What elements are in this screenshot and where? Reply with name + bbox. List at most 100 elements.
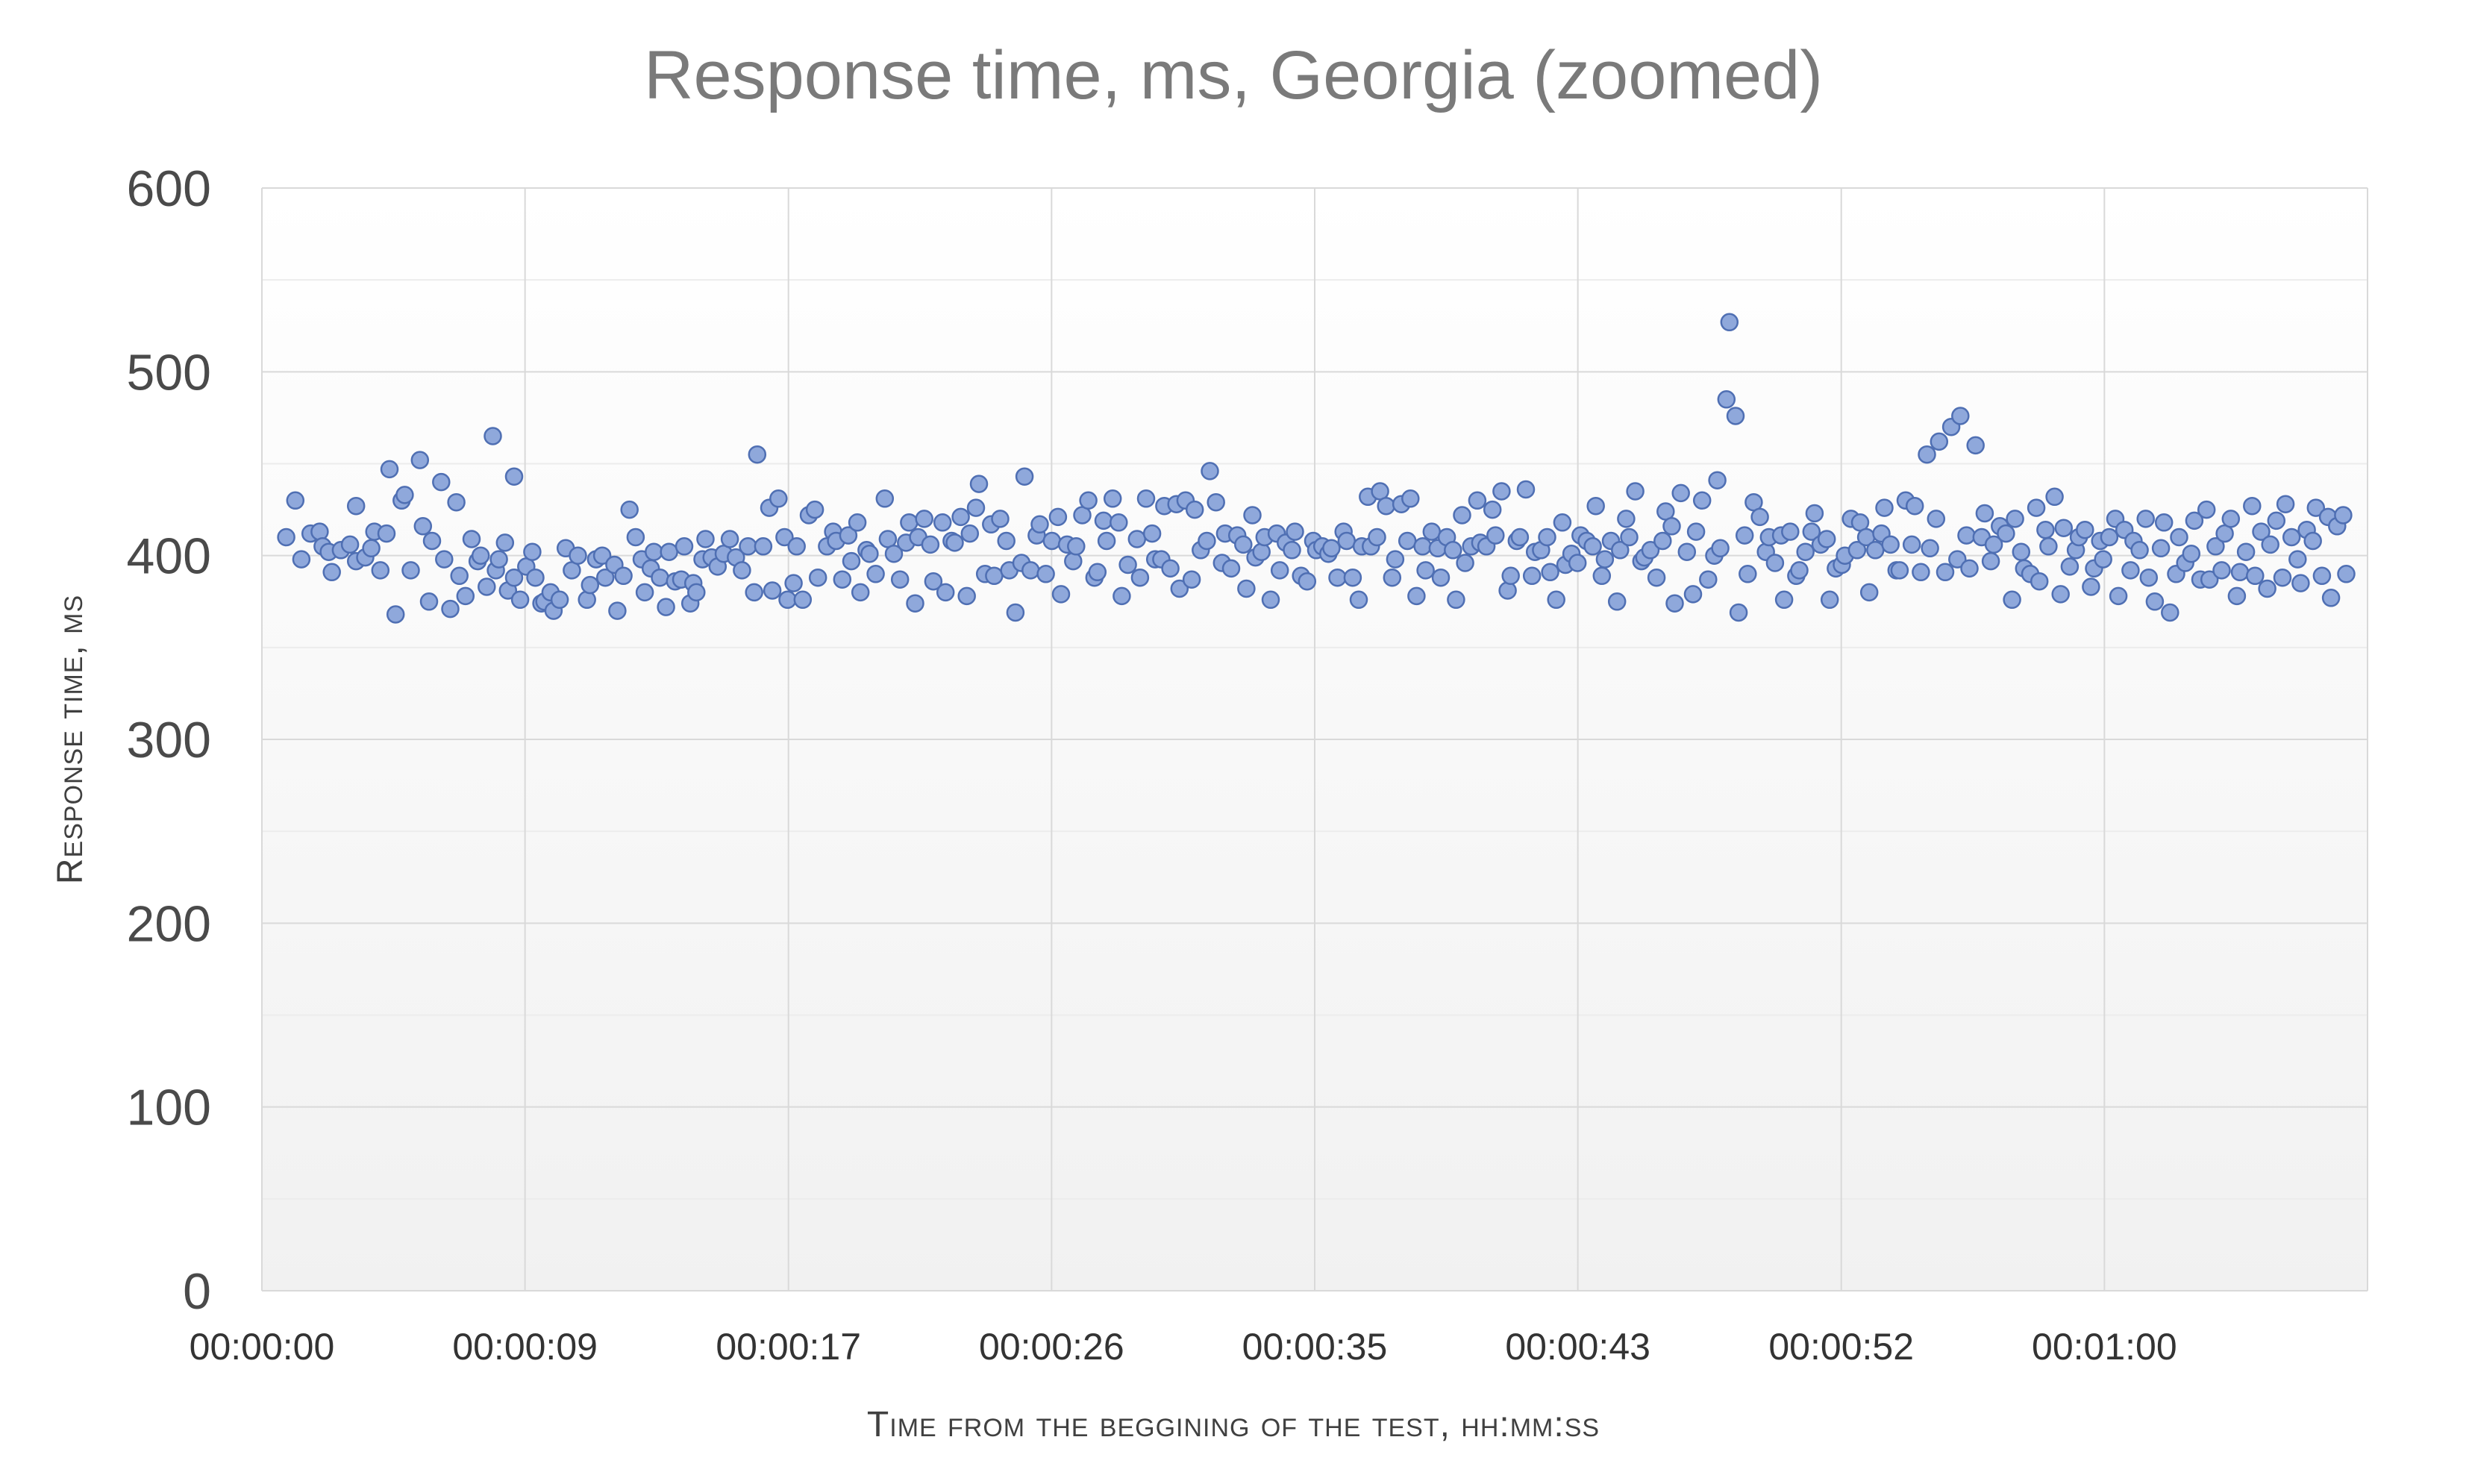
data-point	[1030, 515, 1049, 534]
data-point	[2082, 577, 2100, 596]
data-point	[1781, 522, 1800, 541]
data-point	[951, 507, 970, 527]
y-tick-label: 300	[127, 712, 211, 768]
data-point	[292, 550, 311, 569]
data-point	[1501, 566, 1520, 586]
data-point	[808, 568, 827, 587]
x-tick-label: 00:00:43	[1505, 1326, 1650, 1368]
data-point	[1516, 480, 1536, 499]
data-point	[1407, 586, 1426, 606]
data-point	[778, 590, 797, 610]
data-point	[2039, 537, 2058, 556]
data-point	[1890, 561, 1909, 580]
data-point	[478, 577, 496, 596]
data-point	[386, 605, 405, 624]
data-point	[1820, 590, 1839, 610]
data-point	[1774, 590, 1794, 610]
data-point	[1207, 492, 1225, 512]
x-tick-label: 00:00:52	[1768, 1326, 1914, 1368]
data-point	[645, 542, 663, 561]
data-point	[1349, 590, 1368, 610]
data-point	[422, 531, 442, 551]
data-point	[456, 586, 475, 606]
data-point	[1064, 551, 1083, 571]
data-point	[1805, 504, 1824, 523]
data-point	[1110, 513, 1128, 532]
data-point	[277, 527, 295, 547]
data-point	[1261, 590, 1280, 610]
data-point	[2027, 498, 2046, 517]
data-point	[1750, 507, 1769, 527]
data-point	[1538, 527, 1556, 547]
data-point	[2051, 585, 2070, 604]
data-point	[720, 530, 739, 548]
data-point	[1447, 590, 1465, 610]
data-point	[1182, 570, 1201, 589]
data-point	[2252, 522, 2271, 541]
x-axis-label: Time from the beggining of the test, hh:…	[867, 1405, 1600, 1444]
data-point	[1960, 559, 1979, 578]
data-point	[1936, 563, 1955, 582]
data-point	[1859, 583, 1879, 602]
data-point	[1368, 527, 1386, 547]
data-point	[510, 590, 530, 610]
data-point	[924, 572, 943, 591]
data-point	[1708, 471, 1727, 489]
data-point	[2273, 568, 2292, 587]
data-point	[739, 537, 757, 556]
data-point	[1286, 522, 1304, 541]
y-axis-label: Response time, ms	[51, 595, 90, 884]
data-point	[2054, 519, 2074, 537]
y-tick-label: 500	[127, 344, 211, 401]
data-point	[696, 530, 715, 548]
data-point	[432, 472, 451, 492]
data-point	[2151, 539, 2171, 558]
data-point	[401, 561, 420, 580]
data-point	[614, 566, 633, 586]
data-point	[581, 575, 600, 595]
data-point	[2227, 586, 2247, 606]
data-points	[277, 313, 2356, 624]
data-point	[1468, 491, 1487, 510]
data-point	[1416, 561, 1435, 580]
data-point	[1611, 541, 1630, 560]
data-point	[1127, 530, 1147, 548]
data-point	[2267, 511, 2286, 530]
data-point	[2145, 592, 2165, 611]
data-point	[906, 594, 924, 613]
data-point	[2006, 510, 2024, 528]
data-point	[1094, 511, 1113, 530]
data-point	[675, 537, 694, 556]
data-point	[1927, 510, 1946, 528]
data-point	[1079, 491, 1098, 510]
data-point	[839, 526, 858, 545]
data-point	[1683, 585, 1703, 604]
data-point	[1981, 551, 2000, 571]
data-point	[1620, 527, 1639, 547]
data-point	[2060, 557, 2080, 576]
data-point	[395, 486, 414, 504]
data-point	[1067, 537, 1086, 556]
data-point	[1796, 542, 1815, 561]
data-point	[2100, 527, 2119, 547]
data-point	[1921, 539, 1939, 558]
data-point	[1541, 563, 1559, 582]
data-point	[1912, 563, 1930, 582]
data-point	[2170, 527, 2188, 547]
data-point	[1951, 407, 1970, 425]
data-point	[657, 598, 675, 616]
data-point	[1170, 579, 1189, 598]
data-point	[447, 492, 466, 512]
data-point	[2243, 496, 2262, 516]
data-point	[2012, 542, 2031, 561]
data-point	[1711, 539, 1730, 558]
data-point	[1221, 559, 1241, 578]
data-point	[1692, 491, 1712, 510]
data-point	[985, 566, 1004, 586]
data-point	[1975, 504, 1994, 523]
data-point	[1252, 542, 1271, 561]
x-tick-label: 00:01:00	[2032, 1326, 2177, 1368]
data-point	[2258, 579, 2276, 598]
data-point	[1586, 496, 1605, 516]
